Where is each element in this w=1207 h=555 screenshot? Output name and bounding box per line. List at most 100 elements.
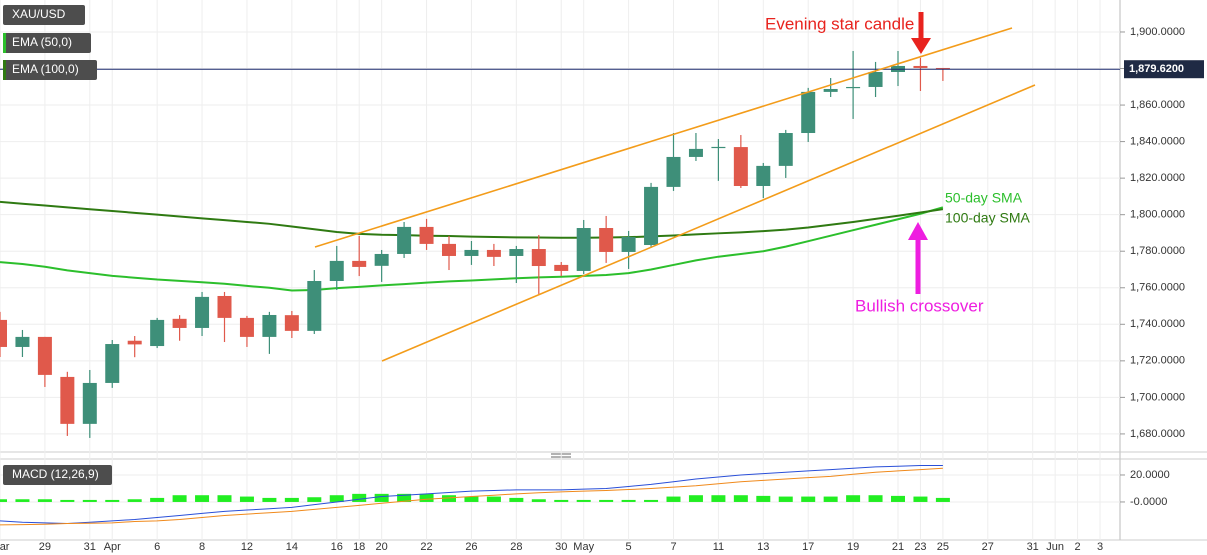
histogram-bar (307, 497, 322, 502)
candle-body (733, 147, 748, 186)
plot (0, 50, 1120, 526)
histogram-bar (150, 497, 165, 502)
candle-body (666, 156, 681, 187)
x-tick-label: 23 (914, 541, 926, 553)
candle-body (801, 91, 816, 134)
candle-body (374, 253, 389, 266)
candle-body (621, 236, 636, 252)
y-tick-label: 1,860.0000 (1130, 99, 1185, 111)
candle-body (284, 315, 299, 331)
histogram-bar (374, 493, 389, 502)
x-tick-label: 30 (555, 541, 567, 553)
channel-lines (314, 27, 1036, 362)
histogram-bar (733, 495, 748, 502)
candle-body (644, 186, 659, 246)
histogram-bar (0, 499, 7, 502)
histogram-bar (621, 499, 636, 502)
y-tick-label: 1,820.0000 (1130, 172, 1185, 184)
legend-swatch (3, 33, 6, 53)
candle-body (329, 260, 344, 281)
candle-body (935, 67, 950, 70)
candle-body (352, 260, 367, 267)
x-tick-label: 29 (39, 541, 51, 553)
candle-body (464, 249, 479, 256)
histogram-bar (509, 497, 524, 502)
y-tick-label: -0.0000 (1130, 496, 1167, 508)
histogram-bar (599, 499, 614, 502)
histogram-bar (935, 497, 950, 502)
candle-body (599, 228, 614, 252)
histogram-bar (688, 495, 703, 502)
x-tick-label: 31 (84, 541, 96, 553)
y-tick-label: 1,800.0000 (1130, 209, 1185, 221)
histogram-bar (554, 499, 569, 502)
candle-body (172, 318, 187, 328)
candle-body (37, 336, 52, 375)
x-tick-label: 25 (937, 541, 949, 553)
histogram-bar (105, 499, 120, 502)
x-tick-label: 20 (376, 541, 388, 553)
candle-body (442, 243, 456, 256)
histogram-bar (464, 496, 479, 502)
x-tick-label: 26 (465, 541, 477, 553)
candle-body (846, 86, 861, 89)
histogram-bar (778, 496, 793, 502)
x-tick-label: 18 (353, 541, 365, 553)
grid (0, 0, 1120, 540)
histogram-bar (37, 499, 52, 502)
x-tick-label: 21 (892, 541, 904, 553)
candle-body (509, 249, 524, 256)
candle-body (711, 146, 726, 149)
histogram-bar (442, 495, 456, 502)
annotation: Bullish crossover (855, 296, 984, 315)
histogram-bar (15, 499, 30, 502)
histogram-bar (756, 495, 771, 502)
last-price-box (1124, 60, 1204, 79)
candle-body (913, 65, 928, 68)
histogram-bar (262, 497, 277, 502)
x-tick-label: 11 (713, 541, 724, 553)
candle-body (15, 336, 30, 347)
macd-line (0, 465, 943, 525)
x-tick-label: 6 (154, 541, 160, 553)
candle-body (105, 344, 120, 383)
candle-body (419, 226, 434, 244)
candle-body (82, 382, 97, 424)
y-tick-label: 1,900.0000 (1130, 26, 1185, 38)
last-price-label: 1,879.6200 (1129, 63, 1184, 75)
candle-body (262, 314, 277, 337)
histogram-bar (891, 495, 905, 502)
x-tick-label: 16 (331, 541, 343, 553)
histogram-bar (801, 496, 816, 502)
y-tick-label: 1,720.0000 (1130, 355, 1185, 367)
x-tick-label: 3 (1097, 541, 1103, 553)
candle-body (531, 249, 546, 267)
histogram-bar (868, 495, 883, 502)
x-tick-label: 7 (670, 541, 676, 553)
histogram-bar (531, 499, 546, 502)
histogram-bar (711, 495, 726, 502)
x-tick-label: May (573, 541, 594, 553)
candle-body (778, 133, 793, 166)
candle-body (688, 148, 703, 157)
x-tick-label: 27 (982, 541, 994, 553)
candle-body (868, 71, 883, 87)
x-tick-label: 19 (847, 541, 859, 553)
x-tick-label: 8 (199, 541, 205, 553)
x-tick-label: 17 (802, 541, 814, 553)
ema-line (0, 200, 944, 239)
x-tick-label: 2 (1075, 541, 1081, 553)
legend-box (3, 60, 97, 80)
annotation: Evening star candle (765, 14, 914, 33)
candle-body (239, 317, 254, 337)
histogram-bar (823, 496, 838, 502)
legend-box (3, 5, 85, 25)
legend-box (3, 33, 91, 53)
macd-title: MACD (12,26,9) (12, 467, 99, 481)
x-tick-label: 22 (420, 541, 432, 553)
candle-body (195, 296, 210, 328)
histogram-bar (82, 499, 97, 502)
histogram-bar (397, 493, 412, 502)
legend-swatch (3, 60, 6, 80)
